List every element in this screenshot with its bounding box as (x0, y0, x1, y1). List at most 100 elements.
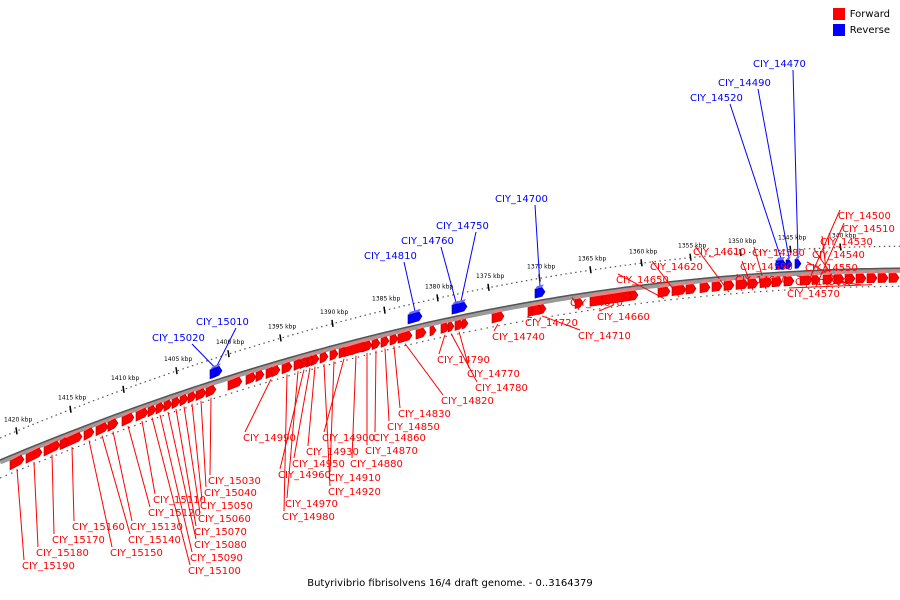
forward-leader-line (458, 331, 470, 369)
forward-gene-block (699, 282, 711, 294)
forward-gene-block (205, 384, 217, 398)
reverse-gene-block (794, 258, 802, 269)
reverse-leader-line (729, 103, 782, 259)
forward-leader-line (16, 468, 25, 561)
tick-label: 1355 kbp (678, 243, 706, 250)
forward-gene-label: CIY_14980 (282, 512, 335, 523)
forward-gene-block-top (308, 352, 313, 358)
forward-gene-label: CIY_15110 (153, 495, 206, 506)
forward-gene-block-top (856, 270, 865, 275)
forward-gene-block (329, 348, 339, 361)
forward-gene-label: CIY_14780 (475, 383, 528, 394)
tick-label: 1350 kbp (728, 238, 756, 245)
forward-gene-label: CIY_15150 (110, 548, 163, 559)
forward-gene-block (735, 279, 749, 290)
forward-leader-line (88, 440, 113, 548)
reverse-gene-label: CIY_15020 (152, 333, 205, 344)
tick-label: 1420 kbp (4, 416, 32, 423)
reverse-gene-block-top (776, 256, 785, 261)
forward-leader-line (815, 222, 845, 287)
forward-gene-block-top (398, 328, 411, 335)
forward-gene-label: CIY_14870 (365, 446, 418, 457)
tick-mark (331, 319, 334, 328)
reverse-leader-line (440, 246, 457, 303)
forward-gene-block-top (784, 273, 793, 278)
forward-leader-line (175, 409, 197, 527)
forward-leader-line (112, 431, 133, 522)
tick-label: 1370 kbp (527, 263, 555, 270)
forward-leader-line (279, 369, 305, 470)
forward-gene-block-top (455, 316, 462, 322)
reverse-gene-label: CIY_14750 (436, 221, 489, 232)
forward-gene-block-top (381, 333, 388, 339)
forward-gene-label: CIY_15170 (52, 535, 105, 546)
forward-strand-dotted-line (0, 285, 900, 479)
forward-gene-block-top (532, 301, 541, 307)
forward-leader-line (450, 333, 478, 383)
forward-gene-block-top (448, 318, 453, 324)
gene-labels: CIY_14500 CIY_14510 CIY_14530 CIY_14540 CIY_… (22, 59, 895, 577)
forward-gene-block-top (834, 271, 843, 275)
reverse-leader-line (792, 69, 799, 258)
forward-gene-block-top (196, 385, 205, 392)
reverse-gene-block-top (795, 256, 800, 260)
forward-leader-line (151, 417, 191, 566)
backbone-edge (0, 267, 900, 461)
forward-gene-block-top (266, 363, 275, 370)
forward-leader-line (694, 245, 730, 293)
tick-mark (436, 294, 439, 302)
forward-gene-label: CIY_15190 (22, 561, 75, 572)
forward-swatch (832, 8, 845, 20)
forward-leader-line (51, 454, 55, 535)
reverse-leader-line (757, 88, 790, 258)
tick-label: 1345 kbp (778, 235, 806, 242)
forward-gene-block-top (760, 274, 771, 279)
forward-leader-line (101, 435, 131, 535)
forward-gene-label: CIY_15030 (208, 476, 261, 487)
reverse-gene-label: CIY_14760 (401, 236, 454, 247)
forward-gene-block-top (686, 281, 695, 286)
forward-leader-line (526, 316, 533, 319)
forward-leader-line (191, 403, 203, 501)
forward-leader-line (307, 366, 316, 447)
forward-gene-label: CIY_14790 (437, 355, 490, 366)
forward-leader-line (141, 420, 156, 495)
forward-leader-line (283, 374, 288, 512)
forward-gene-block-top (188, 388, 195, 395)
forward-gene-block-top (344, 339, 365, 348)
forward-leader-line (323, 364, 331, 487)
forward-gene-block (299, 357, 309, 370)
forward-gene-block-top (724, 277, 733, 282)
forward-leader-line (33, 461, 39, 548)
forward-gene-block-top (416, 324, 425, 331)
forward-gene-block (227, 376, 243, 391)
forward-gene-block (685, 283, 697, 295)
tick-mark (15, 427, 18, 435)
tick-label: 1360 kbp (629, 248, 657, 255)
forward-leader-line (617, 273, 665, 299)
legend-item-reverse: Reverse (832, 24, 890, 36)
forward-gene-block-top (390, 331, 397, 337)
forward-leader-line (404, 343, 444, 396)
forward-leader-line (200, 400, 207, 488)
forward-gene-block-top (148, 402, 155, 408)
forward-gene-label: CIY_14660 (597, 312, 650, 323)
forward-gene-label: CIY_14610 (693, 247, 746, 258)
forward-gene-block (25, 447, 43, 464)
forward-gene-label: CIY_15100 (188, 566, 241, 577)
forward-gene-block (844, 273, 856, 284)
forward-gene-block-top (889, 270, 898, 274)
forward-gene-block-top (867, 270, 876, 274)
forward-gene-label: CIY_14530 (820, 237, 873, 248)
forward-leader-line (183, 406, 201, 514)
forward-gene-label: CIY_15080 (194, 540, 247, 551)
leader-lines (16, 69, 873, 566)
tick-marks: 1340 kbp 1345 kbp 1350 kbp 1355 kbp 1360 kbp… (4, 232, 856, 435)
forward-gene-block-top (282, 358, 291, 365)
forward-gene-block (135, 407, 149, 422)
reverse-gene-block (451, 303, 461, 315)
forward-gene-block (380, 336, 390, 348)
reverse-leader-line (460, 231, 477, 302)
forward-leader-line (71, 446, 75, 522)
